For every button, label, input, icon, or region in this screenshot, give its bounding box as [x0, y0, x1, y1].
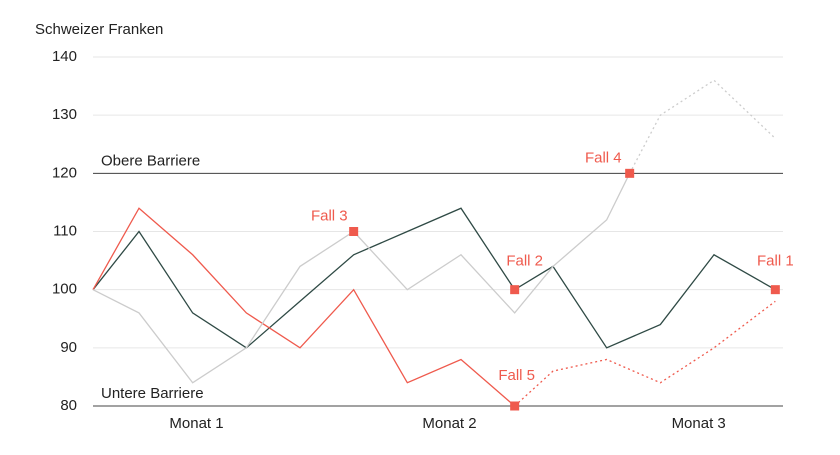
barrier-label: Obere Barriere [101, 152, 200, 169]
x-tick-label: Monat 1 [169, 415, 223, 432]
y-tick-label: 80 [60, 397, 77, 414]
y-tick-label: 110 [53, 222, 77, 239]
series-line [514, 300, 776, 407]
case-marker [625, 168, 635, 178]
case-marker [349, 227, 359, 236]
x-tick-label: Monat 3 [672, 415, 726, 432]
x-tick-label: Monat 2 [422, 415, 476, 432]
case-marker [510, 285, 520, 295]
case-label: Fall 3 [311, 207, 348, 224]
case-label: Fall 1 [757, 253, 794, 270]
case-label: Fall 4 [585, 149, 622, 166]
series-line [92, 207, 516, 407]
series-line [92, 173, 631, 384]
case-label: Fall 2 [506, 253, 543, 270]
case-marker [510, 401, 520, 411]
y-tick-label: 100 [52, 281, 77, 298]
y-tick-label: 120 [52, 164, 77, 181]
series-line [629, 79, 776, 174]
series-line [92, 207, 776, 349]
y-tick-label: 130 [52, 106, 77, 123]
barrier-label: Untere Barriere [101, 385, 204, 402]
case-label: Fall 5 [498, 367, 535, 384]
case-marker [770, 285, 780, 295]
y-tick-label: 140 [52, 48, 77, 65]
y-axis-label: Schweizer Franken [35, 21, 163, 38]
y-tick-label: 90 [60, 339, 77, 356]
